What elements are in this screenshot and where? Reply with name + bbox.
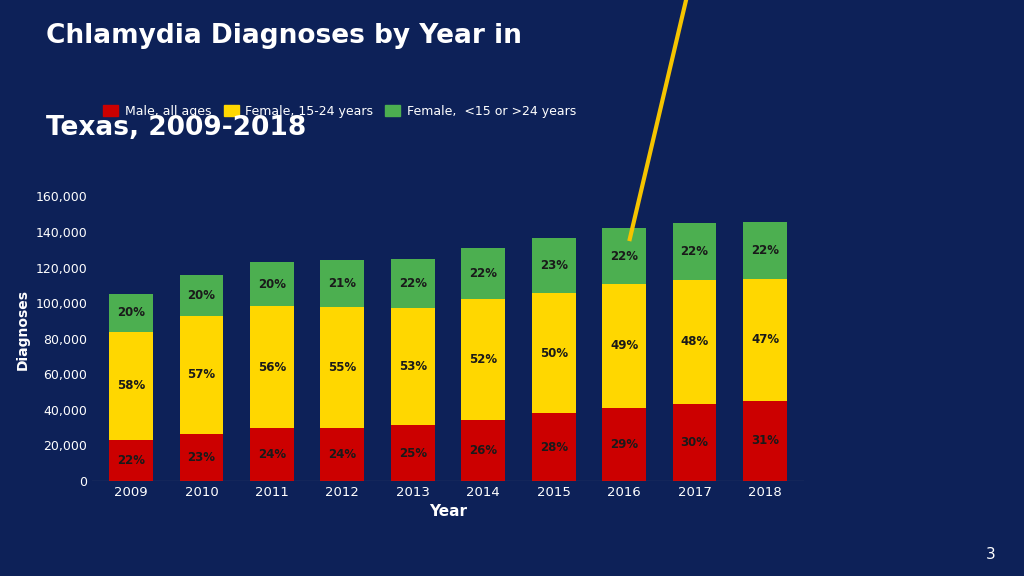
Text: 22%: 22%: [751, 244, 779, 257]
Text: 3: 3: [985, 547, 995, 562]
Bar: [743, 279, 786, 401]
Bar: [179, 275, 223, 316]
Text: 22%: 22%: [681, 245, 709, 258]
Text: 20%: 20%: [258, 278, 286, 290]
Legend: Male, all ages, Female, 15-24 years, Female,  <15 or >24 years: Male, all ages, Female, 15-24 years, Fem…: [98, 100, 581, 123]
Text: 52%: 52%: [469, 353, 498, 366]
Text: 22%: 22%: [117, 454, 145, 467]
Text: 21%: 21%: [329, 277, 356, 290]
Text: 49%: 49%: [610, 339, 638, 353]
Bar: [743, 401, 786, 481]
Text: 24%: 24%: [258, 448, 286, 461]
Bar: [250, 429, 294, 481]
X-axis label: Year: Year: [429, 505, 467, 520]
Bar: [531, 414, 575, 481]
Text: 47%: 47%: [751, 334, 779, 346]
Text: Chlamydia Diagnoses by Year in: Chlamydia Diagnoses by Year in: [46, 23, 522, 49]
Bar: [743, 222, 786, 279]
Text: 29%: 29%: [610, 438, 638, 451]
Bar: [391, 259, 434, 308]
Bar: [462, 420, 505, 481]
Text: 50%: 50%: [540, 347, 567, 360]
Text: 25%: 25%: [398, 446, 427, 460]
Bar: [602, 284, 646, 408]
Bar: [462, 248, 505, 299]
Bar: [602, 408, 646, 481]
Text: 22%: 22%: [469, 267, 498, 280]
Text: 56%: 56%: [258, 361, 286, 374]
Y-axis label: Diagnoses: Diagnoses: [15, 289, 30, 370]
Text: 31%: 31%: [751, 434, 779, 448]
Bar: [531, 237, 575, 293]
Bar: [531, 293, 575, 414]
Text: 20%: 20%: [117, 306, 145, 319]
Bar: [321, 428, 365, 481]
Bar: [673, 280, 717, 404]
Text: 24%: 24%: [329, 448, 356, 461]
Bar: [321, 306, 365, 428]
Bar: [110, 440, 153, 481]
Bar: [462, 299, 505, 420]
Text: 20%: 20%: [187, 289, 215, 302]
Bar: [250, 262, 294, 306]
Bar: [391, 425, 434, 481]
Text: 53%: 53%: [398, 360, 427, 373]
Text: 26%: 26%: [469, 444, 498, 457]
Bar: [250, 306, 294, 429]
Text: Texas, 2009-2018: Texas, 2009-2018: [46, 115, 306, 141]
Text: 58%: 58%: [117, 379, 145, 392]
Bar: [179, 316, 223, 434]
Text: 57%: 57%: [187, 368, 215, 381]
Text: 55%: 55%: [328, 361, 356, 374]
Text: 48%: 48%: [681, 335, 709, 348]
Text: 30%: 30%: [681, 436, 709, 449]
Bar: [321, 260, 365, 306]
Bar: [673, 404, 717, 481]
Text: 28%: 28%: [540, 441, 567, 454]
Bar: [110, 332, 153, 440]
Bar: [391, 308, 434, 425]
Text: 23%: 23%: [187, 451, 215, 464]
Text: 22%: 22%: [610, 249, 638, 263]
Text: 22%: 22%: [398, 276, 427, 290]
Bar: [602, 228, 646, 284]
Bar: [673, 223, 717, 280]
Bar: [110, 294, 153, 332]
Text: 23%: 23%: [540, 259, 567, 272]
Bar: [179, 434, 223, 481]
